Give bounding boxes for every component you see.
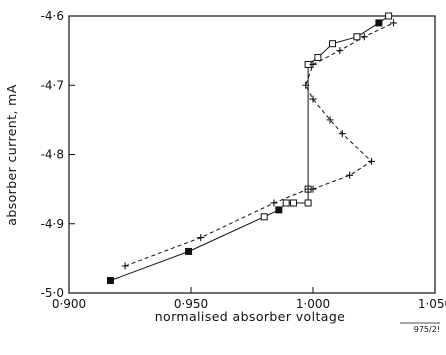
series-2-point <box>390 19 398 27</box>
x-tick-label: 1·050 <box>418 297 446 311</box>
series-1-point <box>314 54 322 62</box>
series-2-point <box>309 60 317 68</box>
series-1-point <box>375 19 383 27</box>
axis-ticks <box>68 15 436 294</box>
plot-frame <box>68 15 436 294</box>
series-2-point <box>270 199 278 207</box>
series-2-point <box>302 81 310 89</box>
series-1-point <box>185 247 193 255</box>
series-2-point <box>368 157 376 165</box>
series-2-point <box>360 33 368 41</box>
series-1-point <box>289 199 297 207</box>
x-axis-label: normalised absorber voltage <box>155 309 346 324</box>
series-2-point <box>346 171 354 179</box>
x-tick-label: 0·950 <box>174 297 208 311</box>
series-1-point <box>329 40 337 48</box>
series-1-line <box>110 15 389 281</box>
x-tick-label: 1·000 <box>296 297 330 311</box>
series-2-point <box>326 116 334 124</box>
y-tick-label: -4·8 <box>41 148 64 162</box>
series-2-point <box>336 47 344 55</box>
series-1-point <box>275 206 283 214</box>
y-tick-label: -5·0 <box>41 286 64 300</box>
series-2-point <box>121 262 129 270</box>
series-1-point <box>260 213 268 221</box>
y-tick-label: -4·7 <box>41 78 64 92</box>
series-1-point <box>353 33 361 41</box>
series-1-point <box>282 199 290 207</box>
series-2-point <box>197 234 205 242</box>
figure-id: 975/2! <box>414 325 440 334</box>
tick-labels: 0·900 0·950 1·000 1·050 -5·0 -4·9 -4·8 -4·7 -4·6 <box>41 9 446 311</box>
series-1-point <box>385 12 393 20</box>
series-markers <box>106 12 398 285</box>
series-1-point <box>304 199 312 207</box>
series-2-line <box>124 22 394 267</box>
series-2-point <box>338 130 346 138</box>
series-2-point <box>309 95 317 103</box>
series-1-point <box>106 277 114 285</box>
series-2-point <box>309 185 317 193</box>
x-tick-label: 0·900 <box>52 297 86 311</box>
y-tick-label: -4·9 <box>41 217 64 231</box>
y-tick-label: -4·6 <box>41 9 64 23</box>
series-lines <box>110 15 394 281</box>
y-axis-label: absorber current, mA <box>4 84 19 225</box>
